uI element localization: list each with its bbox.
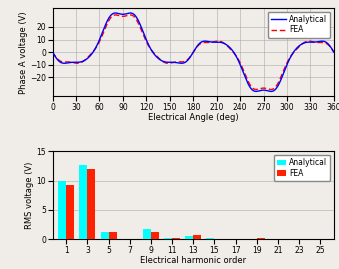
Legend: Analytical, FEA: Analytical, FEA	[274, 155, 330, 180]
Bar	[101, 232, 108, 239]
Legend: Analytical, FEA: Analytical, FEA	[267, 12, 330, 38]
Bar	[257, 238, 265, 239]
Bar	[185, 236, 193, 239]
Bar	[87, 169, 96, 239]
X-axis label: Electrical Angle (deg): Electrical Angle (deg)	[148, 113, 239, 122]
Y-axis label: Phase A voltage (V): Phase A voltage (V)	[19, 11, 27, 94]
Bar	[143, 229, 151, 239]
Bar	[172, 238, 180, 239]
Y-axis label: RMS voltage (V): RMS voltage (V)	[25, 162, 34, 229]
Bar	[79, 165, 87, 239]
Bar	[58, 180, 66, 239]
Bar	[193, 235, 201, 239]
Bar	[151, 232, 159, 239]
Bar	[108, 232, 117, 239]
Bar	[164, 238, 172, 239]
Bar	[66, 185, 74, 239]
X-axis label: Electrical harmonic order: Electrical harmonic order	[140, 256, 246, 265]
Bar	[206, 238, 214, 239]
